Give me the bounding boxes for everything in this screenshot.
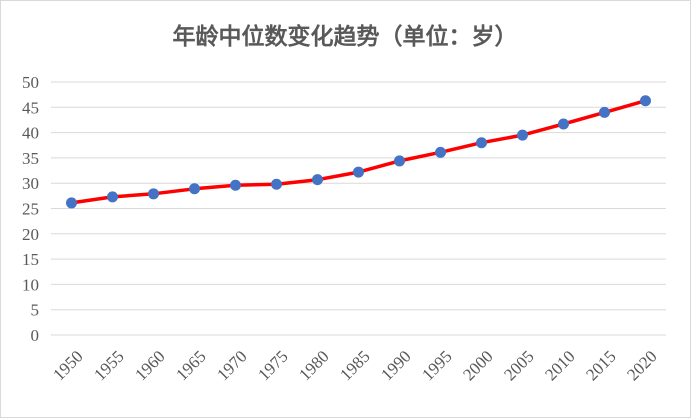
x-tick-label: 2005 <box>500 347 537 384</box>
x-tick-label: 2010 <box>541 347 578 384</box>
data-point-2000 <box>476 137 487 149</box>
x-tick-label: 2020 <box>623 347 660 384</box>
x-tick-label: 1950 <box>49 347 86 384</box>
data-point-1960 <box>148 188 159 200</box>
x-tick-label: 1985 <box>336 347 373 384</box>
x-tick-label: 1995 <box>418 347 455 384</box>
data-point-1995 <box>435 146 446 158</box>
x-tick-label: 2015 <box>582 347 619 384</box>
x-tick-label: 1970 <box>213 347 250 384</box>
data-point-1985 <box>353 166 364 178</box>
data-point-1955 <box>107 191 118 203</box>
y-tick-label: 50 <box>22 73 39 92</box>
x-tick-label: 1990 <box>377 347 414 384</box>
y-axis-ticks: 0 5 10 15 20 25 30 35 40 45 50 <box>22 73 39 345</box>
y-tick-label: 45 <box>22 98 39 117</box>
data-point-1980 <box>312 174 323 186</box>
data-points <box>66 95 651 209</box>
y-tick-label: 40 <box>22 124 39 143</box>
y-tick-label: 30 <box>22 174 39 193</box>
x-tick-label: 2000 <box>459 347 496 384</box>
x-tick-label: 1975 <box>254 347 291 384</box>
data-point-2015 <box>599 106 610 118</box>
y-tick-label: 10 <box>22 275 39 294</box>
data-point-1965 <box>189 183 200 195</box>
data-point-1970 <box>230 179 241 191</box>
y-tick-label: 0 <box>31 326 40 345</box>
gridlines <box>51 81 666 336</box>
y-tick-label: 35 <box>22 149 39 168</box>
data-point-2020 <box>640 95 651 107</box>
x-tick-label: 1955 <box>90 347 127 384</box>
x-tick-label: 1965 <box>172 347 209 384</box>
y-tick-label: 25 <box>22 200 39 219</box>
data-point-1950 <box>66 197 77 209</box>
data-point-1975 <box>271 178 282 190</box>
x-tick-label: 1980 <box>295 347 332 384</box>
chart-title: 年龄中位数变化趋势（单位：岁） <box>173 23 518 50</box>
y-tick-label: 20 <box>22 225 39 244</box>
y-tick-label: 5 <box>31 301 40 320</box>
x-tick-label: 1960 <box>131 347 168 384</box>
series-line <box>71 99 646 205</box>
data-point-2010 <box>558 118 569 130</box>
data-point-1990 <box>394 155 405 167</box>
x-axis-ticks: 1950 1955 1960 1965 1970 1975 1980 1985 1990 1995… <box>49 347 660 384</box>
y-tick-label: 15 <box>22 250 39 269</box>
data-point-2005 <box>517 129 528 141</box>
